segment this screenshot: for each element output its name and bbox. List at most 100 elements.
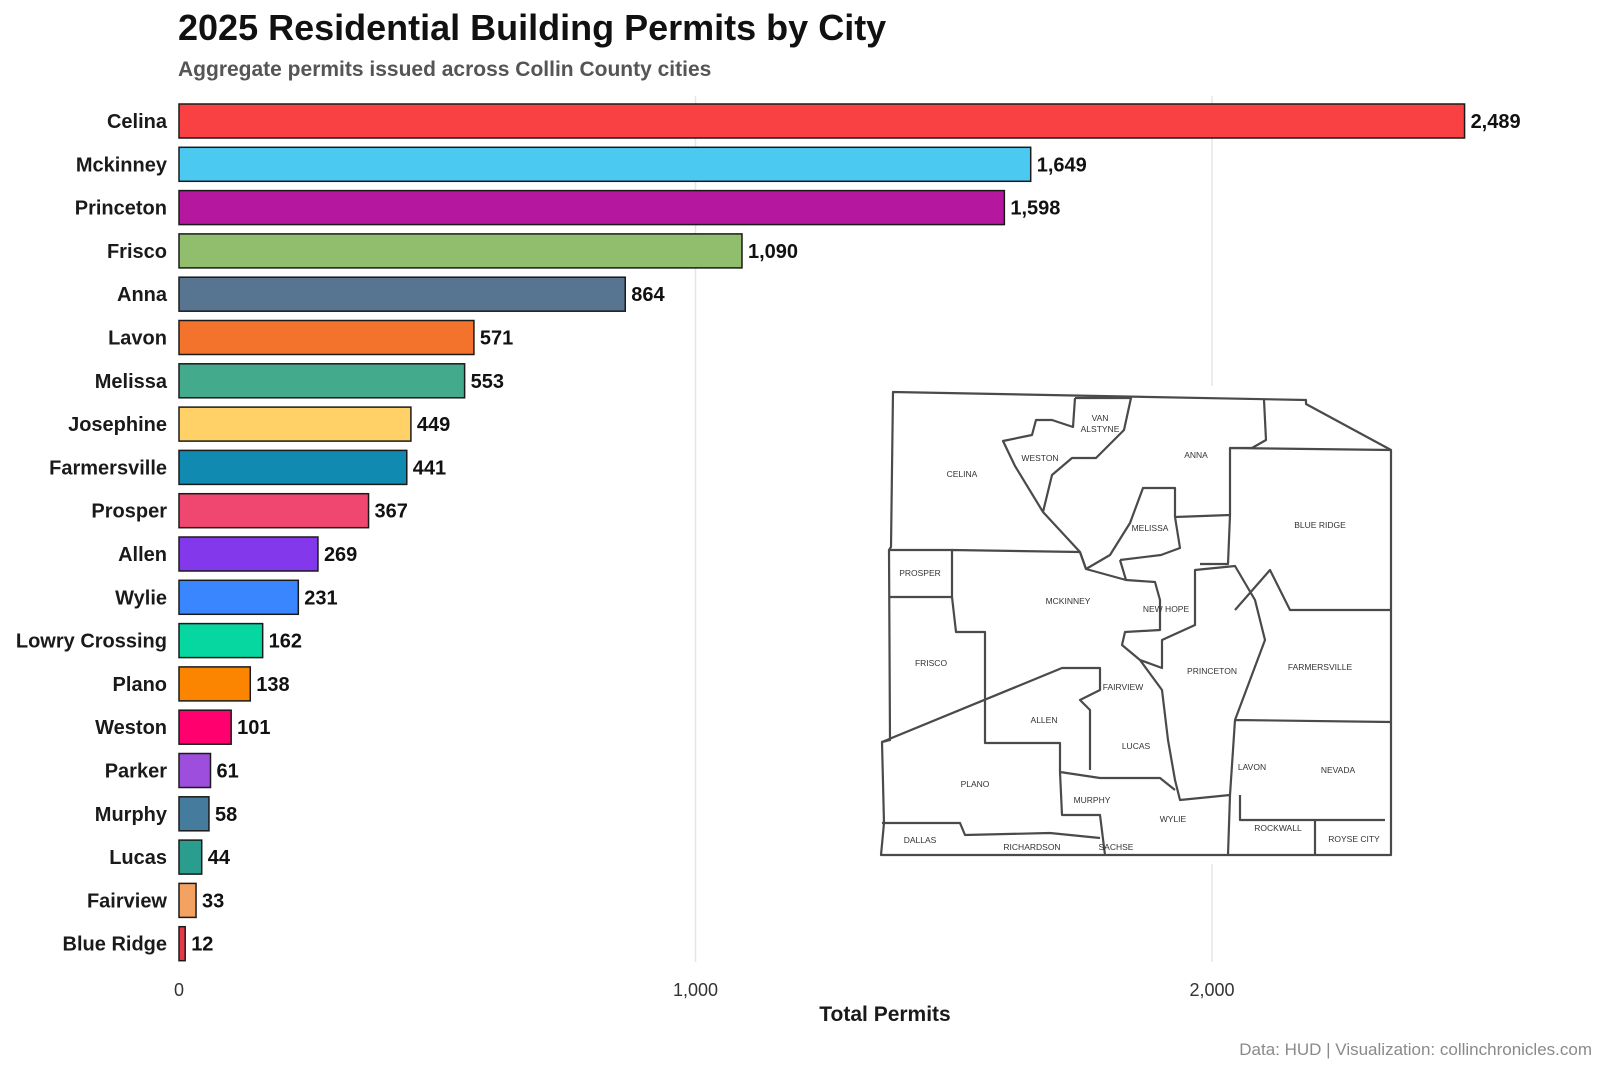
value-label: 58 xyxy=(215,804,237,826)
map-label-weston: WESTON xyxy=(1021,453,1058,463)
bar xyxy=(178,363,466,399)
value-label: 1,090 xyxy=(748,241,798,263)
value-label: 449 xyxy=(417,414,450,436)
value-label: 367 xyxy=(375,501,408,523)
category-label: Lucas xyxy=(109,847,167,869)
category-label: Josephine xyxy=(68,414,167,436)
category-label: Prosper xyxy=(91,501,167,523)
map-label-fairview: FAIRVIEW xyxy=(1103,682,1143,692)
bar xyxy=(178,492,370,529)
value-label: 44 xyxy=(208,847,231,869)
bar xyxy=(178,189,1006,226)
category-label: Mckinney xyxy=(76,154,168,176)
value-label: 864 xyxy=(631,284,665,306)
category-label: Frisco xyxy=(107,241,167,263)
map-label-mckinney: MCKINNEY xyxy=(1046,596,1091,606)
map-label-nevada: NEVADA xyxy=(1321,765,1356,775)
bar xyxy=(178,882,197,919)
x-axis-ticks: 0 1,000 2,000 xyxy=(174,980,1235,1000)
caption: Data: HUD | Visualization: collinchronic… xyxy=(1239,1040,1592,1059)
map-label-murphy: MURPHY xyxy=(1074,795,1111,805)
map-label-royse-city: ROYSE CITY xyxy=(1328,834,1380,844)
map-background xyxy=(882,386,1392,864)
map-label-dallas: DALLAS xyxy=(904,835,937,845)
value-label: 441 xyxy=(413,457,446,479)
bars xyxy=(178,103,1466,962)
chart-subtitle: Aggregate permits issued across Collin C… xyxy=(178,58,711,81)
map-label-richardson: RICHARDSON xyxy=(1003,842,1060,852)
value-label: 1,598 xyxy=(1010,198,1060,220)
bar xyxy=(178,622,264,659)
value-label: 162 xyxy=(269,631,302,653)
category-label: Fairview xyxy=(87,890,167,912)
x-tick-label: 0 xyxy=(174,980,184,1000)
map-label-alstyne: ALSTYNE xyxy=(1081,424,1120,434)
map-label-sachse: SACHSE xyxy=(1099,842,1134,852)
map-label-blue-ridge: BLUE RIDGE xyxy=(1294,520,1346,530)
category-label: Celina xyxy=(107,111,168,133)
category-label: Lowry Crossing xyxy=(16,631,167,653)
category-label: Farmersville xyxy=(49,457,167,479)
category-label: Melissa xyxy=(95,371,168,393)
map-label-farmersville: FARMERSVILLE xyxy=(1288,662,1353,672)
value-label: 1,649 xyxy=(1037,154,1087,176)
x-tick-label: 2,000 xyxy=(1189,980,1234,1000)
value-label: 231 xyxy=(304,587,337,609)
category-label: Weston xyxy=(95,717,167,739)
value-label: 138 xyxy=(256,674,289,696)
map-label-new-hope: NEW HOPE xyxy=(1143,604,1190,614)
chart-title: 2025 Residential Building Permits by Cit… xyxy=(178,7,886,48)
map-label-princeton: PRINCETON xyxy=(1187,666,1237,676)
bar xyxy=(178,709,232,745)
map-label-celina: CELINA xyxy=(947,469,978,479)
x-tick-label: 1,000 xyxy=(673,980,718,1000)
category-label: Lavon xyxy=(108,328,167,350)
city-boundaries-middle xyxy=(881,548,1392,856)
value-label: 33 xyxy=(202,890,224,912)
map-label-allen: ALLEN xyxy=(1031,715,1058,725)
value-label: 101 xyxy=(237,717,270,739)
value-label: 269 xyxy=(324,544,357,566)
category-label: Anna xyxy=(117,284,168,306)
bar xyxy=(178,319,475,356)
bar xyxy=(178,752,212,789)
map-label-wylie: WYLIE xyxy=(1160,814,1187,824)
bar xyxy=(178,276,627,312)
value-label: 2,489 xyxy=(1471,111,1521,133)
map-label-anna: ANNA xyxy=(1184,450,1208,460)
map-labels: VAN ALSTYNE WESTON ANNA CELINA MELISSA B… xyxy=(899,413,1380,852)
bar xyxy=(178,579,300,616)
map-label-plano: PLANO xyxy=(961,779,990,789)
category-label: Allen xyxy=(118,544,167,566)
bar xyxy=(178,925,186,962)
map-label-lavon: LAVON xyxy=(1238,762,1266,772)
map-label-rockwall: ROCKWALL xyxy=(1254,823,1302,833)
map-label-lucas: LUCAS xyxy=(1122,741,1151,751)
value-label: 12 xyxy=(191,934,213,956)
category-label: Plano xyxy=(113,674,167,696)
bar xyxy=(178,146,1032,183)
map-label-frisco: FRISCO xyxy=(915,658,948,668)
category-labels: Celina Mckinney Princeton Frisco Anna Lavon Me… xyxy=(16,111,168,956)
city-boundaries-north xyxy=(1001,396,1392,570)
collin-county-map: VAN ALSTYNE WESTON ANNA CELINA MELISSA B… xyxy=(879,386,1393,864)
value-label: 571 xyxy=(480,328,513,350)
map-label-melissa: MELISSA xyxy=(1132,523,1169,533)
map-label-prosper: PROSPER xyxy=(899,568,941,578)
bar xyxy=(178,103,1466,139)
bar xyxy=(178,406,412,442)
category-label: Princeton xyxy=(75,198,167,220)
category-label: Wylie xyxy=(115,587,167,609)
map-label-van: VAN xyxy=(1092,413,1109,423)
bar xyxy=(178,796,210,832)
category-label: Blue Ridge xyxy=(63,934,167,956)
x-axis-title: Total Permits xyxy=(819,1003,950,1026)
category-label: Murphy xyxy=(95,804,168,826)
bar xyxy=(178,839,203,875)
bar xyxy=(178,666,252,702)
bar xyxy=(178,449,408,486)
value-label: 553 xyxy=(471,371,504,393)
category-label: Parker xyxy=(105,761,167,783)
